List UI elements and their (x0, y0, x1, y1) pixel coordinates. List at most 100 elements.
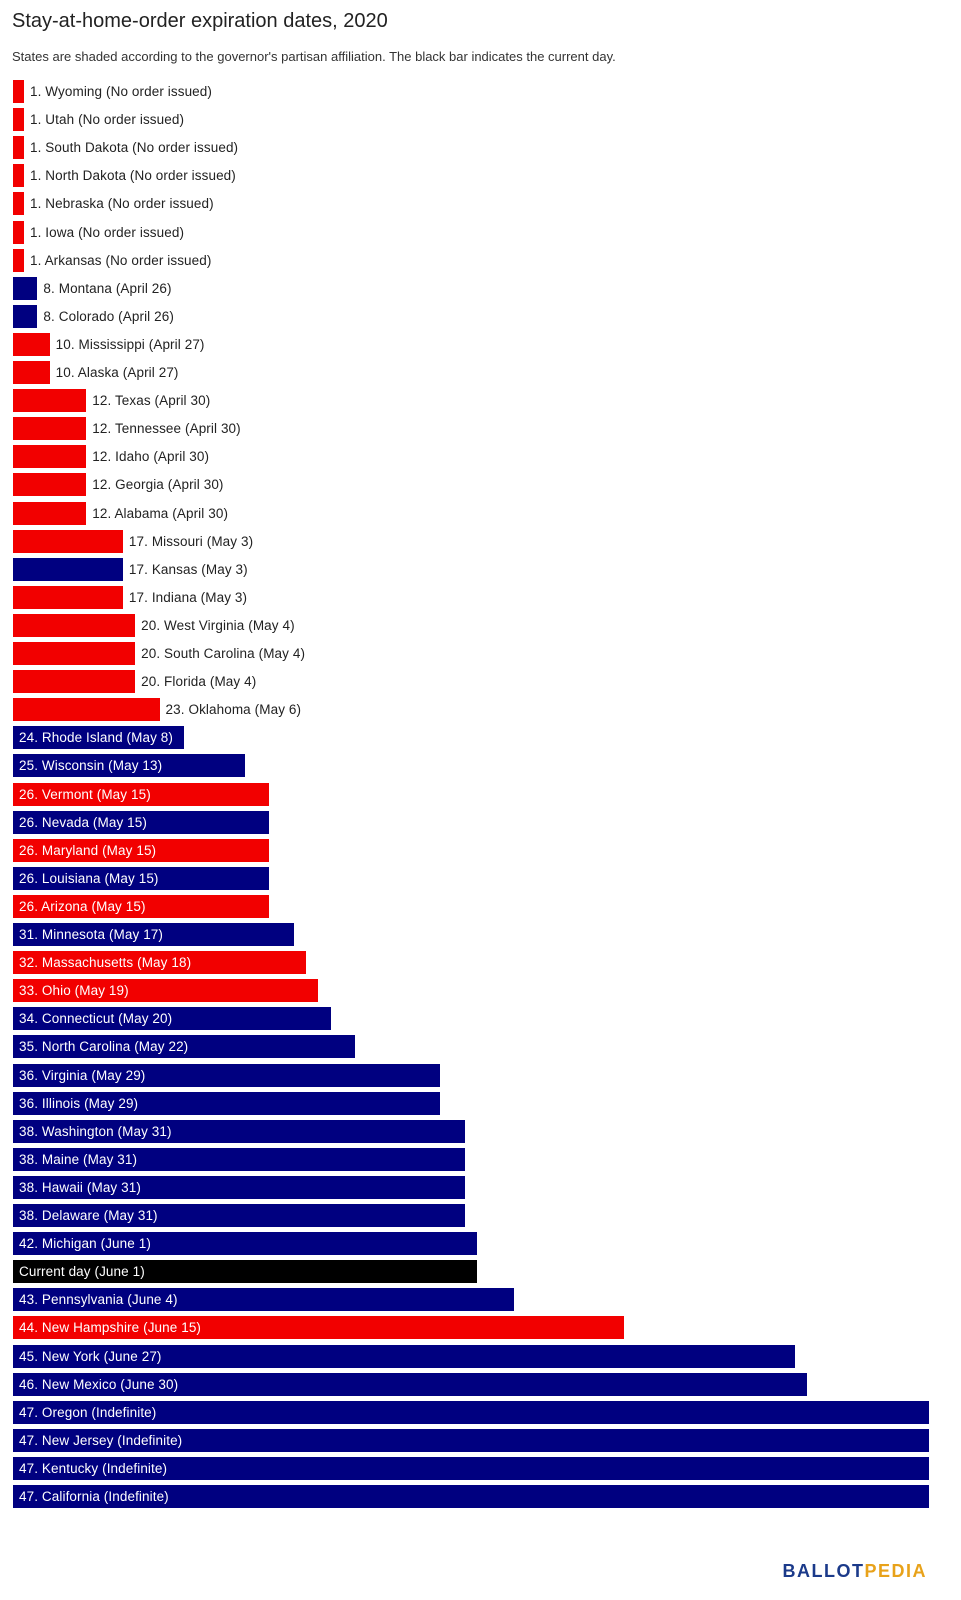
bar-label: 38. Maine (May 31) (19, 1151, 138, 1167)
bar (13, 923, 294, 946)
bar (13, 1372, 807, 1396)
bar-label: 26. Nevada (May 15) (19, 814, 147, 830)
bar (13, 1288, 514, 1312)
bar-label: Current day (June 1) (19, 1264, 145, 1280)
bar (13, 782, 270, 806)
bar-label: 47. Oregon (Indefinite) (19, 1404, 157, 1420)
bar (13, 192, 24, 216)
bar-label: 1. Wyoming (No order issued) (30, 84, 212, 99)
bar-label: 20. Florida (May 4) (141, 674, 257, 690)
bar (13, 1204, 465, 1227)
bar (13, 810, 270, 834)
bar-label: 34. Connecticut (May 20) (19, 1011, 173, 1027)
bar-label: 42. Michigan (June 1) (19, 1236, 151, 1252)
bar (13, 1485, 929, 1508)
bar (13, 248, 24, 272)
ballotpedia-logo: BALLOTPEDIA (783, 1561, 928, 1582)
bar-label: 20. West Virginia (May 4) (141, 617, 295, 633)
bar (13, 951, 307, 975)
bar-label: 1. Nebraska (No order issued) (30, 196, 214, 212)
bar-label: 47. New Jersey (Indefinite) (19, 1432, 183, 1448)
bar (13, 670, 136, 694)
bar-label: 31. Minnesota (May 17) (19, 927, 164, 942)
bar (13, 1175, 465, 1199)
bar (13, 276, 38, 300)
bar-label: 46. New Mexico (June 30) (19, 1376, 179, 1392)
bar-label: 26. Vermont (May 15) (19, 786, 151, 802)
bar (13, 726, 184, 750)
bar (13, 1232, 478, 1256)
bar (13, 1400, 929, 1424)
bar-label: 47. California (Indefinite) (19, 1489, 169, 1504)
bar-label: 38. Hawaii (May 31) (19, 1179, 141, 1195)
bar (13, 754, 246, 778)
bar (13, 1344, 795, 1368)
bar-label: 12. Idaho (April 30) (92, 449, 210, 465)
bar-label: 17. Indiana (May 3) (128, 589, 248, 605)
bar-label: 20. South Carolina (May 4) (141, 646, 306, 661)
bar (13, 417, 87, 441)
chart-subtitle: States are shaded according to the gover… (12, 49, 616, 64)
bar-label: 24. Rhode Island (May 8) (19, 730, 173, 746)
logo-part-pedia: PEDIA (864, 1561, 927, 1581)
bar (13, 389, 87, 413)
bar-label: 35. North Carolina (May 22) (19, 1039, 189, 1055)
bar-label: 25. Wisconsin (May 13) (19, 758, 163, 774)
bar (13, 501, 87, 525)
bar-label: 12. Alabama (April 30) (92, 505, 229, 521)
bar-label: 8. Montana (April 26) (43, 280, 172, 296)
bar (13, 80, 24, 103)
bar (13, 642, 136, 665)
bar-label: 38. Delaware (May 31) (19, 1208, 158, 1223)
bar (13, 445, 87, 469)
bar-label: 36. Illinois (May 29) (19, 1095, 139, 1111)
bar-label: 43. Pennsylvania (June 4) (19, 1292, 178, 1308)
bar-label: 26. Louisiana (May 15) (19, 870, 159, 886)
bar (13, 1316, 624, 1340)
bar (13, 1456, 929, 1480)
bar (13, 557, 123, 581)
bar-label: 8. Colorado (April 26) (43, 308, 174, 324)
chart-title: Stay-at-home-order expiration dates, 202… (12, 10, 388, 32)
bar (13, 361, 50, 384)
bar (13, 979, 319, 1003)
bar-label: 44. New Hampshire (June 15) (19, 1320, 202, 1336)
bar-label: 12. Texas (April 30) (92, 393, 211, 409)
bar-label: 32. Massachusetts (May 18) (19, 955, 192, 971)
bar (13, 220, 24, 244)
bar-label: 26. Arizona (May 15) (19, 898, 146, 914)
bar (13, 1035, 355, 1059)
bar-label: 33. Ohio (May 19) (19, 983, 129, 999)
bar-label: 17. Missouri (May 3) (128, 533, 254, 549)
bar (13, 332, 50, 356)
bar-label: 12. Tennessee (April 30) (92, 421, 241, 437)
bar (13, 473, 87, 497)
bar (13, 1091, 441, 1115)
bar (13, 866, 270, 890)
bar (13, 164, 24, 188)
bar-label: 1. Arkansas (No order issued) (30, 252, 212, 268)
bar (13, 838, 270, 862)
bar-label: 36. Virginia (May 29) (19, 1067, 146, 1083)
bar-label: 17. Kansas (May 3) (128, 561, 248, 577)
bar-label: 1. North Dakota (No order issued) (30, 168, 236, 184)
bar-label: 1. South Dakota (No order issued) (30, 140, 239, 156)
bar (13, 1063, 441, 1087)
bar-label: 23. Oklahoma (May 6) (165, 702, 302, 718)
bar (13, 894, 270, 918)
bar-label: 38. Washington (May 31) (19, 1123, 172, 1139)
bar-label: 47. Kentucky (Indefinite) (19, 1460, 168, 1476)
bar-label: 10. Alaska (April 27) (55, 365, 179, 380)
bar (13, 1119, 465, 1143)
bar-label: 26. Maryland (May 15) (19, 842, 157, 858)
bar (13, 1147, 465, 1171)
bar (13, 304, 38, 328)
bar (13, 108, 24, 132)
bar (13, 529, 123, 553)
bar (13, 613, 136, 637)
bar (13, 698, 160, 722)
bar (13, 136, 24, 160)
bar-label: 10. Mississippi (April 27) (55, 336, 205, 352)
bar (13, 585, 123, 609)
